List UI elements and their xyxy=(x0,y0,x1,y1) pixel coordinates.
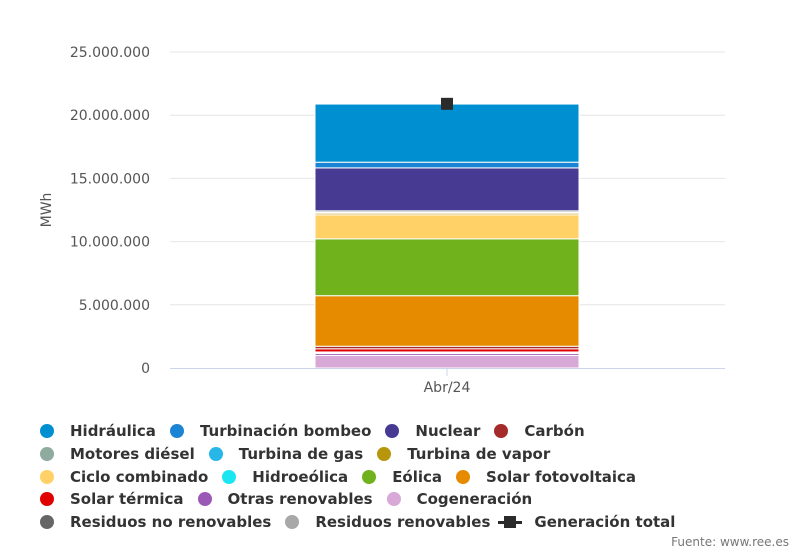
legend-item[interactable]: Eólica xyxy=(362,468,442,486)
legend-row: Hidráulica Turbinación bombeo Nuclear Carbó… xyxy=(40,420,780,443)
legend-label: Solar térmica xyxy=(70,490,184,509)
bar-segment[interactable] xyxy=(314,161,580,169)
bar-segment[interactable] xyxy=(314,354,580,369)
bar-segment[interactable] xyxy=(314,167,580,212)
legend-label: Turbina de vapor xyxy=(407,445,551,464)
legend-label: Ciclo combinado xyxy=(70,467,209,486)
legend-row: Ciclo combinado Hidroeólica Eólica Solar fo… xyxy=(40,465,780,488)
legend-row: Motores diésel Turbina de gas Turbina de v… xyxy=(40,443,780,466)
x-tick-label: Abr/24 xyxy=(424,380,471,396)
y-tick-label: 25.000.000 xyxy=(70,45,150,61)
legend-label: Cogeneración xyxy=(416,490,533,509)
legend-item[interactable]: Turbina de gas xyxy=(208,445,364,464)
dot-icon xyxy=(386,492,401,507)
dot-icon xyxy=(222,469,237,484)
legend-label: Turbina de gas xyxy=(238,445,364,464)
source-note: Fuente: www.ree.es xyxy=(671,535,789,549)
total-marker[interactable] xyxy=(441,97,453,110)
legend-item[interactable]: Motores diésel xyxy=(40,445,195,463)
x-axis: Abr/24 xyxy=(170,368,725,396)
legend-label: Generación total xyxy=(534,513,676,532)
y-tick-label: 15.000.000 xyxy=(70,171,150,187)
legend-label: Motores diésel xyxy=(70,445,195,464)
legend-item[interactable]: Hidráulica xyxy=(40,422,156,440)
square-marker-icon xyxy=(498,516,523,529)
stacked-bar-chart: 0 5.000.000 10.000.000 15.000.000 20.000.000… xyxy=(39,45,725,396)
legend-label: Solar fotovoltaica xyxy=(486,467,637,486)
dot-icon xyxy=(40,447,54,462)
legend-label: Turbinación bombeo xyxy=(199,422,372,441)
legend-label: Carbón xyxy=(524,422,585,441)
dot-icon xyxy=(40,515,54,530)
legend-item[interactable]: Otras renovables xyxy=(197,490,373,509)
dot-icon xyxy=(169,424,184,439)
dot-icon xyxy=(197,492,212,507)
legend-item[interactable]: Residuos no renovables xyxy=(40,513,271,531)
legend-item[interactable]: Turbina de vapor xyxy=(377,445,550,463)
legend: Hidráulica Turbinación bombeo Nuclear Carbó… xyxy=(40,420,780,533)
legend-item[interactable]: Generación total xyxy=(498,513,676,532)
y-tick-label: 5.000.000 xyxy=(79,298,150,314)
legend-label: Residuos no renovables xyxy=(70,513,272,532)
total-marker-group xyxy=(441,97,453,110)
dot-icon xyxy=(362,469,377,484)
bar-stack xyxy=(314,103,580,369)
legend-item[interactable]: Ciclo combinado xyxy=(40,468,208,486)
dot-icon xyxy=(385,424,400,439)
legend-item[interactable]: Carbón xyxy=(494,422,585,441)
dot-icon xyxy=(456,469,471,484)
y-axis-ticks: 0 5.000.000 10.000.000 15.000.000 20.000.000… xyxy=(70,45,150,377)
legend-label: Hidroeólica xyxy=(252,467,349,486)
dot-icon xyxy=(208,447,223,462)
y-tick-label: 0 xyxy=(141,361,150,377)
dot-icon xyxy=(40,469,54,484)
bar-segment[interactable] xyxy=(314,214,580,240)
legend-item[interactable]: Solar térmica xyxy=(40,490,184,508)
bar-segment[interactable] xyxy=(314,295,580,347)
legend-item[interactable]: Cogeneración xyxy=(386,490,533,509)
y-axis-label: MWh xyxy=(39,193,55,228)
y-tick-label: 10.000.000 xyxy=(70,235,150,251)
bar-segment[interactable] xyxy=(314,103,580,163)
legend-row: Solar térmica Otras renovables Cogeneració… xyxy=(40,488,780,511)
y-tick-label: 20.000.000 xyxy=(70,108,150,124)
dot-icon xyxy=(40,492,54,507)
legend-label: Nuclear xyxy=(415,422,481,441)
dot-icon xyxy=(377,447,392,462)
dot-icon xyxy=(494,424,509,439)
legend-label: Hidráulica xyxy=(70,422,156,441)
dot-icon xyxy=(40,424,54,439)
legend-label: Otras renovables xyxy=(227,490,373,509)
legend-item[interactable]: Nuclear xyxy=(385,422,480,440)
legend-item[interactable]: Hidroeólica xyxy=(222,468,348,486)
dot-icon xyxy=(285,515,300,530)
legend-label: Residuos renovables xyxy=(315,513,491,532)
legend-row: Residuos no renovables Residuos renovable… xyxy=(40,511,780,534)
legend-label: Eólica xyxy=(392,467,443,486)
legend-item[interactable]: Solar fotovoltaica xyxy=(456,468,636,486)
legend-item[interactable]: Turbinación bombeo xyxy=(169,422,372,441)
bar-segment[interactable] xyxy=(314,238,580,297)
legend-item[interactable]: Residuos renovables xyxy=(285,513,490,531)
